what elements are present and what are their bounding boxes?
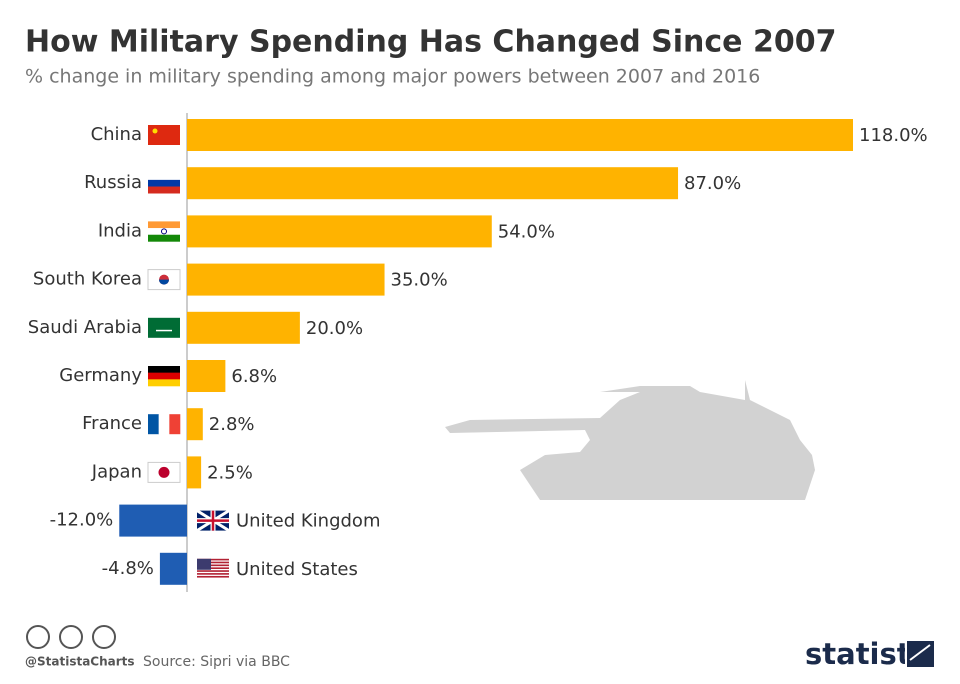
flag: [147, 269, 181, 291]
bar: [187, 456, 202, 489]
credit: @StatistaCharts: [25, 655, 135, 669]
flag: [197, 570, 229, 572]
category-label: United Kingdom: [236, 511, 380, 532]
value-label: 87.0%: [684, 173, 741, 194]
flag: [197, 573, 229, 575]
flag: [196, 509, 230, 532]
flag: [159, 279, 169, 285]
source: Source: Sipri via BBC: [143, 654, 290, 670]
flag: [197, 558, 229, 578]
flag: [156, 329, 172, 332]
flag: [148, 372, 180, 380]
flag: [169, 414, 181, 435]
flag: [148, 234, 180, 242]
category-label: Saudi Arabia: [28, 317, 142, 338]
tank-silhouette: [445, 380, 815, 500]
flag: [148, 317, 180, 338]
value-label: 54.0%: [498, 221, 555, 242]
flag: [197, 575, 229, 578]
category-label: United States: [236, 559, 358, 580]
category-label: India: [98, 220, 142, 241]
flag: [147, 461, 181, 483]
flag: [148, 125, 180, 145]
bar: [119, 504, 187, 537]
bar: [159, 552, 187, 585]
value-label: -4.8%: [102, 558, 154, 579]
bar: [187, 119, 853, 151]
flag: [148, 379, 180, 387]
flag: [152, 128, 158, 134]
bar: [187, 263, 385, 296]
flag: [197, 561, 229, 564]
category-label: Russia: [84, 172, 142, 193]
value-label: 35.0%: [391, 270, 448, 291]
brand-mark: [905, 639, 936, 669]
bar: [187, 215, 492, 248]
flag: [148, 173, 180, 194]
flag: [148, 221, 180, 229]
flag: [161, 228, 167, 235]
flag: [148, 125, 180, 145]
bar: [187, 360, 226, 392]
flag: [197, 558, 211, 570]
category-label: Japan: [91, 461, 142, 482]
category-label: Germany: [59, 365, 142, 386]
flag: [148, 414, 181, 435]
flag: [148, 366, 180, 373]
flag: [197, 567, 229, 569]
flag: [158, 466, 170, 478]
flag: [148, 173, 180, 181]
value-label: 20.0%: [306, 318, 363, 339]
bar: [187, 408, 203, 441]
flag: [148, 414, 159, 435]
chart-title: How Military Spending Has Changed Since …: [25, 25, 836, 60]
category-label: France: [82, 413, 142, 434]
value-label: -12.0%: [50, 510, 114, 531]
value-label: 118.0%: [859, 125, 928, 146]
flag: [197, 564, 229, 567]
flag: [148, 228, 180, 236]
flag: [197, 510, 229, 531]
chart-subtitle: % change in military spending among majo…: [25, 66, 760, 88]
flag: [158, 414, 170, 435]
category-label: China: [91, 124, 142, 145]
bar: [187, 311, 300, 344]
value-label: 2.8%: [209, 414, 255, 435]
bar: [187, 167, 679, 200]
flag: [148, 366, 180, 387]
flag: [148, 221, 180, 242]
flag: [148, 317, 180, 338]
flag: [197, 558, 229, 561]
flag: [148, 179, 180, 187]
value-label: 6.8%: [231, 366, 277, 387]
category-label: South Korea: [33, 269, 142, 290]
cc-icons: [26, 625, 116, 649]
value-label: 2.5%: [207, 462, 253, 483]
flag: [148, 186, 180, 194]
